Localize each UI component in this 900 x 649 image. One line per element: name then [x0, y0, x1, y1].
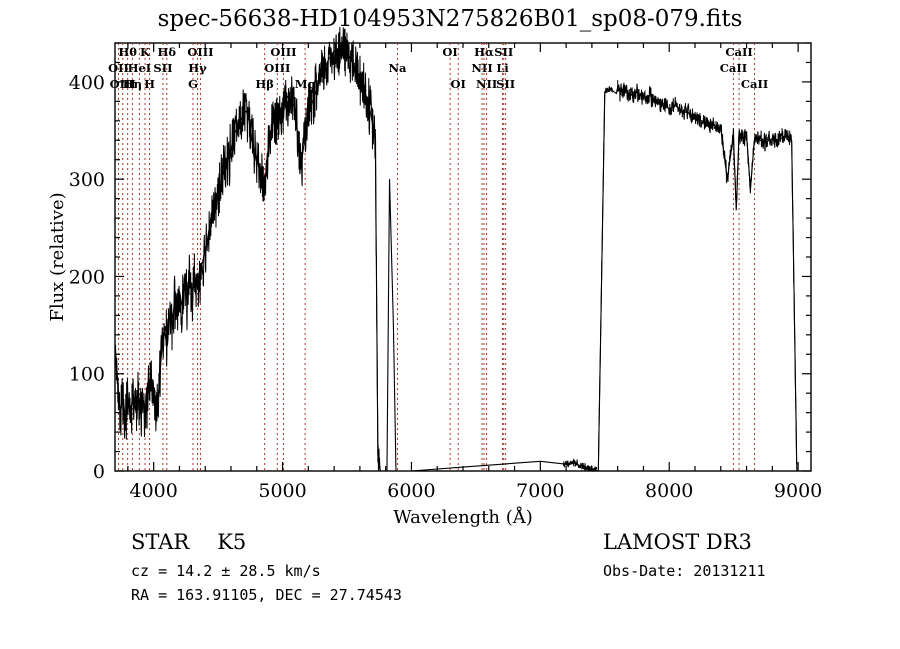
line-label-H-3835: Hη — [123, 77, 142, 91]
x-tick-label-7000: 7000 — [516, 480, 564, 502]
line-label-OIII-4363: OIII — [187, 45, 213, 59]
line-label-Na-5892: Na — [389, 61, 408, 75]
object-info-block: STAR K5 cz = 14.2 ± 28.5 km/s RA = 163.91… — [131, 530, 402, 610]
y-tick-label-300: 300 — [69, 169, 105, 191]
line-label-CaII-8498: CaII — [720, 61, 747, 75]
line-label-OIII-4959: OIII — [264, 61, 290, 75]
y-tick-label-200: 200 — [69, 266, 105, 288]
object-class-row: STAR K5 — [131, 530, 402, 554]
axes: 4000 5000 6000 7000 8000 9000 0 100 200 300 400 Wav… — [47, 42, 822, 528]
line-label-H-4340: Hγ — [188, 61, 207, 75]
y-axis-title: Flux (relative) — [47, 192, 68, 321]
line-label-CaII-8542: CaII — [725, 45, 752, 59]
flux-noise-red-arm — [617, 80, 798, 465]
spectral-type: K5 — [217, 530, 247, 554]
line-label-OIII-5007: OIII — [270, 45, 296, 59]
line-label-SII-6731: SII — [496, 77, 515, 91]
line-label-SII-6716: SII — [494, 45, 513, 59]
survey-name: LAMOST DR3 — [603, 530, 752, 554]
spectrum-trace — [114, 26, 798, 472]
line-label-HeI-3889: HeI — [128, 61, 152, 75]
x-tick-label-9000: 9000 — [774, 480, 822, 502]
observation-date: Obs-Date: 20131211 — [603, 562, 766, 580]
survey-info-block: LAMOST DR3 Obs-Date: 20131211 — [603, 530, 766, 586]
line-label-H-3798: Hθ — [118, 45, 137, 59]
x-tick-label-5000: 5000 — [258, 480, 306, 502]
line-label-Li-6707: Li — [496, 61, 509, 75]
line-label-G-4305: G — [188, 77, 198, 91]
y-tick-label-400: 400 — [69, 72, 105, 94]
x-tick-label-4000: 4000 — [129, 480, 177, 502]
radial-velocity: cz = 14.2 ± 28.5 km/s — [131, 562, 321, 580]
line-label-H-3968: H — [144, 77, 155, 91]
line-label-H-4861: Hβ — [255, 77, 274, 91]
flux-noise-blue-arm — [114, 26, 381, 472]
flux-curve — [114, 48, 798, 472]
spectral-line-markers: OIIOIIIHθHηHeIKHSIIHδGHγOIIIHβOIIIOIIIMg… — [108, 43, 768, 471]
line-label-OI-6300: OI — [442, 45, 457, 59]
y-tick-label-0: 0 — [93, 461, 105, 483]
y-tick-label-100: 100 — [69, 364, 105, 386]
line-label-H-6563: Hα — [474, 45, 494, 59]
line-label-H-4102: Hδ — [158, 45, 177, 59]
x-tick-label-6000: 6000 — [387, 480, 435, 502]
x-tick-label-8000: 8000 — [645, 480, 693, 502]
object-class: STAR — [131, 530, 190, 554]
sky-coordinates: RA = 163.91105, DEC = 27.74543 — [131, 586, 402, 604]
line-label-K-3933: K — [140, 45, 151, 59]
line-label-NII-6548: NII — [471, 61, 492, 75]
line-label-NII-6583: NII — [476, 77, 497, 91]
flux-noise-gap — [563, 85, 613, 472]
line-label-OI-6363: OI — [451, 77, 466, 91]
axes-frame — [114, 42, 812, 472]
x-axis-title: Wavelength (Å) — [393, 506, 533, 528]
page-title: spec-56638-HD104953N275826B01_sp08-079.f… — [157, 6, 743, 32]
line-label-OII-3727: OII — [108, 61, 129, 75]
line-label-OIII-3760: OIII — [110, 77, 136, 91]
line-label-SII-4072: SII — [153, 61, 172, 75]
plot-frame — [114, 42, 812, 472]
line-label-CaII-8662: CaII — [741, 77, 768, 91]
